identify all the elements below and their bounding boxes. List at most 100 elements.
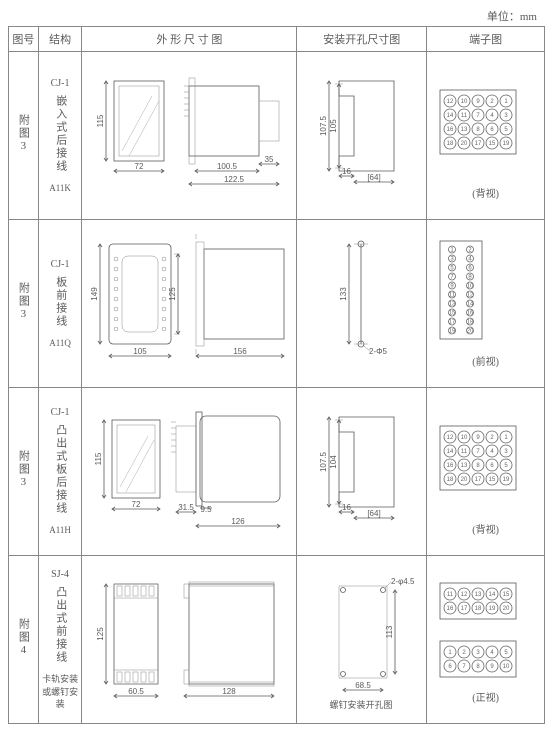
- row-index: 附图3: [9, 220, 39, 388]
- svg-text:17: 17: [460, 606, 467, 612]
- svg-text:15: 15: [448, 311, 455, 317]
- row-struct: CJ-1 板前接线 A11Q: [38, 220, 82, 388]
- svg-text:156: 156: [234, 347, 248, 356]
- svg-text:16: 16: [342, 503, 351, 512]
- svg-text:104: 104: [329, 454, 338, 468]
- hole-diagram: 2-φ4.5 113 68.5 螺钉安装开孔图: [297, 556, 427, 724]
- svg-text:13: 13: [460, 127, 467, 133]
- svg-text:14: 14: [466, 302, 473, 308]
- svg-text:19: 19: [502, 477, 509, 483]
- row-index: 附图4: [9, 556, 39, 724]
- row-index: 附图3: [9, 388, 39, 556]
- svg-text:10: 10: [502, 664, 509, 670]
- svg-text:19: 19: [502, 141, 509, 147]
- shape-diagram: 115 72 31.5 9.5 126: [82, 388, 297, 556]
- svg-text:11: 11: [446, 592, 453, 598]
- svg-text:17: 17: [474, 141, 481, 147]
- struct-sub: A11K: [39, 182, 82, 195]
- svg-text:10: 10: [466, 284, 473, 290]
- header-hole: 安装开孔尺寸图: [297, 27, 427, 52]
- svg-text:115: 115: [96, 114, 105, 127]
- svg-text:12: 12: [446, 435, 453, 441]
- svg-text:105: 105: [329, 118, 338, 132]
- hole-diagram: 133 2-Φ5: [297, 220, 427, 388]
- terminal-caption: (前视): [427, 353, 544, 368]
- terminal-caption: (正视): [427, 689, 544, 704]
- svg-text:19: 19: [488, 606, 495, 612]
- table-row: 附图3 CJ-1 凸出式板后接线 A11H 115 72 31.5: [9, 388, 545, 556]
- svg-text:15: 15: [488, 141, 495, 147]
- svg-text:31.5: 31.5: [179, 503, 195, 512]
- svg-text:60.5: 60.5: [129, 687, 145, 696]
- svg-text:16: 16: [466, 311, 473, 317]
- terminal-diagram: 11 12 13 14 15 16 17 18 19 20 1 2: [427, 575, 544, 685]
- terminal-caption: (背视): [427, 185, 544, 200]
- table-row: 附图3 CJ-1 嵌入式后接线 A11K 115 72 100.5: [9, 52, 545, 220]
- svg-text:133: 133: [339, 286, 348, 300]
- header-struct: 结构: [38, 27, 82, 52]
- shape-diagram: 125 60.5 128: [82, 556, 297, 724]
- svg-text:35: 35: [265, 155, 274, 164]
- svg-text:12: 12: [466, 293, 473, 299]
- svg-text:[64]: [64]: [368, 509, 381, 518]
- struct-sub: A11H: [39, 524, 82, 537]
- svg-text:72: 72: [132, 500, 141, 509]
- shape-diagram: 115 72 100.5 122.5 35: [82, 52, 297, 220]
- svg-text:100.5: 100.5: [217, 162, 238, 171]
- svg-text:18: 18: [466, 320, 473, 326]
- header-idx: 图号: [9, 27, 39, 52]
- svg-text:11: 11: [460, 113, 467, 119]
- svg-text:14: 14: [446, 113, 453, 119]
- svg-text:15: 15: [488, 477, 495, 483]
- svg-text:115: 115: [94, 452, 103, 465]
- unit-label: 单位：mm: [8, 8, 545, 24]
- svg-text:17: 17: [448, 320, 455, 326]
- model-code: CJ-1: [39, 258, 82, 272]
- struct-text: 凸出式板后接线: [52, 424, 67, 515]
- svg-text:16: 16: [446, 463, 453, 469]
- svg-text:16: 16: [446, 127, 453, 133]
- svg-text:19: 19: [448, 329, 455, 335]
- svg-text:2-Φ5: 2-Φ5: [369, 347, 387, 356]
- table-row: 附图3 CJ-1 板前接线 A11Q 149 125 105: [9, 220, 545, 388]
- svg-text:15: 15: [502, 592, 509, 598]
- svg-text:13: 13: [448, 302, 455, 308]
- row-index: 附图3: [9, 52, 39, 220]
- svg-text:13: 13: [474, 592, 481, 598]
- model-code: CJ-1: [39, 77, 82, 91]
- svg-text:18: 18: [474, 606, 481, 612]
- hole-diagram: 107.5 105 [64] 16: [297, 52, 427, 220]
- svg-text:125: 125: [168, 286, 177, 300]
- svg-text:10: 10: [460, 435, 467, 441]
- header-row: 图号 结构 外 形 尺 寸 图 安装开孔尺寸图 端子图: [9, 27, 545, 52]
- svg-text:20: 20: [460, 477, 467, 483]
- svg-text:20: 20: [460, 141, 467, 147]
- svg-text:2-φ4.5: 2-φ4.5: [391, 577, 415, 586]
- svg-text:20: 20: [466, 329, 473, 335]
- svg-text:107.5: 107.5: [319, 451, 328, 472]
- struct-sub: A11Q: [39, 337, 82, 350]
- row-struct: CJ-1 凸出式板后接线 A11H: [38, 388, 82, 556]
- svg-text:12: 12: [446, 99, 453, 105]
- struct-text: 板前接线: [52, 276, 67, 328]
- header-shape: 外 形 尺 寸 图: [82, 27, 297, 52]
- svg-text:72: 72: [135, 162, 144, 171]
- terminal-diagram: 12 10 9 2 1 14 11 7 4 3 16 13 8: [427, 407, 544, 517]
- terminal-diagram: 1 2 3 4 5 6 7 8 9 10 11 12 13: [427, 239, 544, 349]
- svg-text:149: 149: [90, 286, 99, 300]
- svg-text:18: 18: [446, 477, 453, 483]
- svg-text:17: 17: [474, 477, 481, 483]
- terminal-cell: 12 10 9 2 1 14 11 7 4 3 16 13 8: [427, 52, 545, 220]
- dimension-table: 图号 结构 外 形 尺 寸 图 安装开孔尺寸图 端子图 附图3 CJ-1 嵌入式…: [8, 26, 545, 724]
- model-code: CJ-1: [39, 406, 82, 420]
- struct-sub: 卡轨安装或螺钉安装: [39, 673, 82, 711]
- model-code: SJ-4: [39, 568, 82, 582]
- svg-text:122.5: 122.5: [224, 175, 245, 184]
- svg-text:11: 11: [448, 293, 455, 299]
- svg-text:20: 20: [502, 606, 509, 612]
- row-struct: SJ-4 凸出式前接线 卡轨安装或螺钉安装: [38, 556, 82, 724]
- svg-text:125: 125: [96, 626, 105, 640]
- svg-text:螺钉安装开孔图: 螺钉安装开孔图: [330, 699, 393, 710]
- svg-text:107.5: 107.5: [319, 115, 328, 136]
- table-row: 附图4 SJ-4 凸出式前接线 卡轨安装或螺钉安装 125 60.5 128: [9, 556, 545, 724]
